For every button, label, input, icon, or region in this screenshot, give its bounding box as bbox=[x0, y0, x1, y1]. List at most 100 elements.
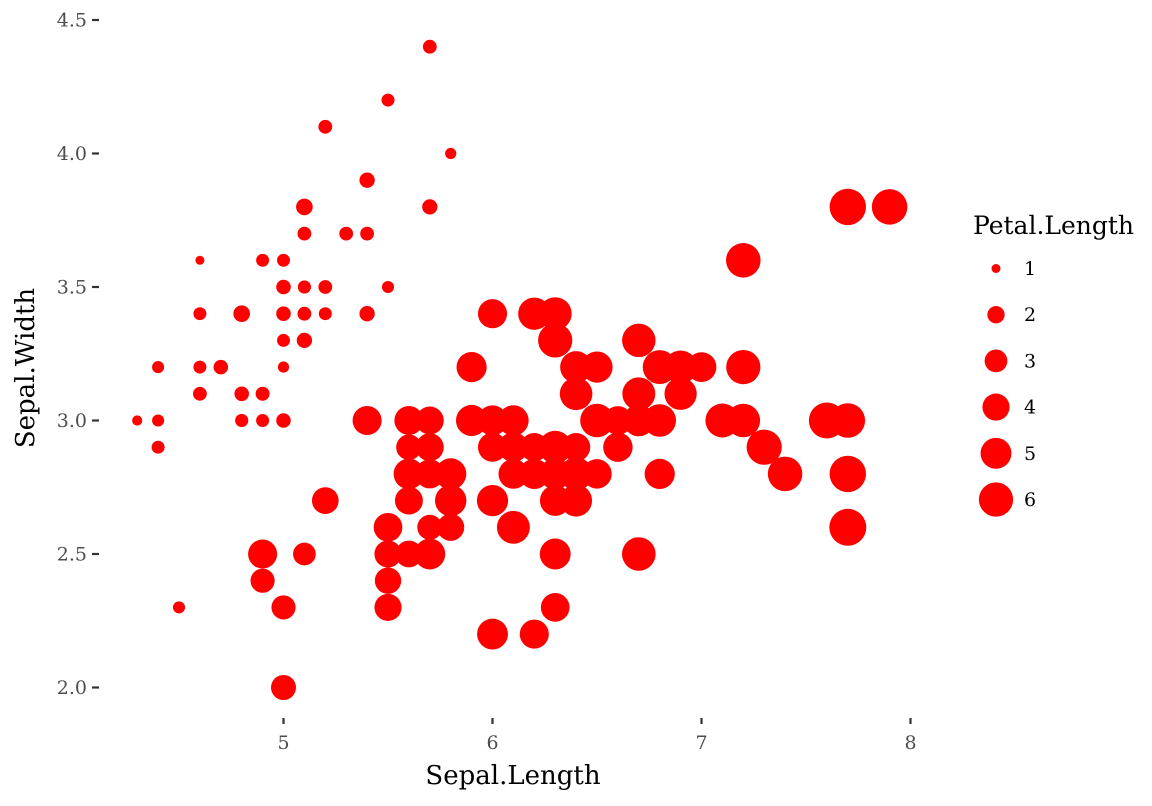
data-point bbox=[193, 360, 207, 374]
data-point bbox=[435, 484, 467, 517]
x-axis-title: Sepal.Length bbox=[425, 761, 600, 791]
data-point bbox=[871, 189, 908, 225]
data-point bbox=[622, 537, 656, 571]
data-point bbox=[644, 458, 675, 489]
data-point bbox=[829, 188, 867, 226]
data-point bbox=[235, 414, 249, 427]
x-tick-label: 5 bbox=[277, 732, 289, 754]
data-point bbox=[437, 513, 465, 541]
data-point bbox=[396, 434, 422, 460]
data-point bbox=[297, 226, 312, 241]
data-point bbox=[476, 484, 509, 517]
data-point bbox=[152, 361, 165, 374]
x-axis: 5 6 7 8 bbox=[277, 718, 917, 754]
data-point bbox=[603, 432, 633, 462]
legend-key bbox=[987, 306, 1005, 324]
x-tick-label: 6 bbox=[486, 732, 498, 754]
data-point bbox=[373, 512, 403, 542]
data-point bbox=[435, 458, 467, 490]
legend-label: 3 bbox=[1024, 350, 1036, 372]
data-point bbox=[172, 601, 186, 614]
data-point bbox=[195, 255, 205, 265]
data-point bbox=[623, 404, 655, 437]
data-point bbox=[726, 349, 761, 385]
data-point bbox=[297, 280, 311, 294]
data-point bbox=[422, 199, 438, 215]
data-point bbox=[193, 386, 207, 401]
data-point bbox=[477, 432, 508, 462]
data-point bbox=[726, 403, 761, 438]
data-point bbox=[496, 510, 530, 544]
data-point bbox=[539, 458, 571, 490]
y-tick-label: 2.0 bbox=[57, 677, 87, 699]
y-tick-label: 4.0 bbox=[57, 143, 87, 165]
data-point bbox=[360, 306, 374, 321]
data-point bbox=[270, 674, 297, 701]
data-point bbox=[538, 430, 572, 464]
x-tick-label: 7 bbox=[695, 732, 707, 754]
data-point bbox=[746, 429, 782, 465]
data-point bbox=[233, 305, 251, 323]
data-point bbox=[456, 352, 487, 383]
data-point bbox=[339, 226, 354, 241]
data-point bbox=[311, 487, 339, 514]
y-tick-label: 3.0 bbox=[57, 410, 87, 432]
data-point bbox=[360, 226, 374, 241]
legend-label: 2 bbox=[1024, 304, 1036, 326]
legend-label: 6 bbox=[1024, 489, 1036, 511]
data-point bbox=[256, 414, 270, 427]
data-point bbox=[498, 405, 529, 436]
data-point bbox=[255, 386, 270, 401]
data-point bbox=[234, 386, 249, 402]
data-point bbox=[498, 432, 529, 463]
data-point bbox=[560, 351, 593, 384]
data-point bbox=[518, 297, 551, 330]
data-point bbox=[498, 458, 529, 489]
data-point bbox=[422, 39, 437, 54]
data-point bbox=[374, 593, 402, 621]
data-point bbox=[297, 306, 312, 321]
y-axis: 2.0 2.5 3.0 3.5 4.0 4.5 bbox=[57, 10, 99, 699]
data-point bbox=[539, 485, 571, 516]
data-point bbox=[477, 299, 508, 329]
legend-key bbox=[991, 264, 1001, 273]
data-point bbox=[538, 323, 573, 358]
data-point bbox=[622, 377, 656, 411]
data-point bbox=[395, 540, 423, 568]
legend-key bbox=[984, 349, 1008, 373]
data-point bbox=[559, 377, 593, 411]
data-point bbox=[271, 595, 296, 620]
data-point bbox=[417, 514, 443, 540]
data-point bbox=[361, 174, 374, 187]
data-point bbox=[248, 539, 278, 569]
data-point bbox=[829, 455, 867, 493]
data-point bbox=[277, 333, 290, 347]
data-point bbox=[830, 403, 866, 438]
legend-key bbox=[980, 437, 1012, 469]
data-point bbox=[277, 253, 290, 267]
data-point bbox=[256, 253, 270, 267]
size-legend: Petal.Length 1 2 3 4 5 6 bbox=[973, 211, 1134, 517]
data-point bbox=[540, 593, 570, 622]
data-point bbox=[276, 306, 291, 321]
legend-label: 1 bbox=[1024, 258, 1036, 280]
data-point bbox=[519, 619, 549, 649]
data-point bbox=[539, 538, 571, 570]
data-point bbox=[394, 486, 423, 515]
data-point bbox=[297, 199, 312, 215]
data-point bbox=[642, 350, 677, 385]
data-point bbox=[829, 508, 867, 546]
data-point bbox=[415, 433, 444, 462]
data-point bbox=[622, 323, 656, 358]
data-point bbox=[352, 405, 382, 436]
y-tick-label: 2.5 bbox=[57, 544, 87, 566]
data-point bbox=[276, 279, 291, 295]
legend-key bbox=[978, 482, 1014, 517]
x-tick-label: 8 bbox=[904, 732, 916, 754]
data-point bbox=[381, 280, 395, 294]
legend-label: 5 bbox=[1024, 443, 1036, 465]
data-point bbox=[414, 538, 446, 570]
data-point bbox=[152, 414, 165, 427]
data-point bbox=[375, 567, 401, 594]
